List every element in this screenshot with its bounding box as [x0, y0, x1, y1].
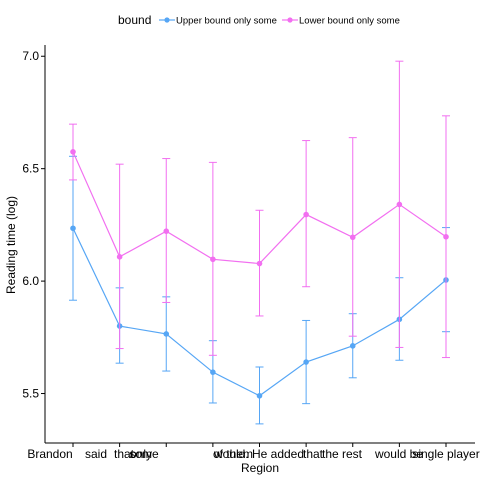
data-point [210, 369, 216, 375]
x-tick-label: that [303, 447, 324, 461]
x-axis-title: Region [241, 461, 279, 475]
legend-title: bound [118, 13, 151, 27]
data-point [303, 359, 309, 365]
y-axis-ticks: 5.5 6.0 6.5 7.0 [22, 49, 45, 401]
x-tick-label: would be [374, 447, 423, 461]
data-point [443, 234, 449, 240]
data-point [349, 343, 356, 349]
data-point [396, 201, 403, 208]
data-point [303, 211, 309, 218]
data-point [163, 228, 170, 234]
data-point [116, 254, 123, 260]
y-tick-label: 6.0 [22, 274, 39, 288]
series-lower-bound [69, 60, 450, 359]
x-tick-label: single player [412, 447, 479, 461]
legend-item-upper: Upper bound only some [159, 16, 277, 27]
legend-item-lower: Lower bound only some [282, 16, 400, 27]
data-point [210, 256, 216, 263]
plot-area [69, 60, 450, 425]
legend-key-point-lower [287, 17, 293, 23]
x-tick-label: said [85, 447, 107, 461]
legend-key-point-upper [164, 17, 170, 23]
legend-label-upper: Upper bound only some [176, 16, 277, 27]
x-tick-label: that [114, 447, 135, 461]
data-point [256, 392, 263, 399]
data-point [70, 225, 76, 232]
data-point [163, 331, 170, 337]
x-tick-label: only [130, 447, 152, 461]
y-tick-label: 7.0 [22, 49, 39, 63]
y-tick-label: 6.5 [22, 162, 39, 176]
y-axis-title: Reading time (log) [4, 196, 18, 294]
legend: bound Upper bound only some Lower bound … [118, 13, 400, 27]
x-tick-label: of them [213, 447, 253, 461]
x-tick-label: Brandon [27, 447, 72, 461]
x-tick-label: the rest [322, 447, 363, 461]
legend-label-lower: Lower bound only some [299, 16, 400, 27]
y-tick-label: 5.5 [22, 387, 39, 401]
x-tick-label: some [129, 447, 159, 461]
data-point [256, 260, 263, 267]
data-point [70, 149, 76, 155]
x-tick-label: would. He added [213, 447, 304, 461]
data-point [349, 234, 356, 241]
